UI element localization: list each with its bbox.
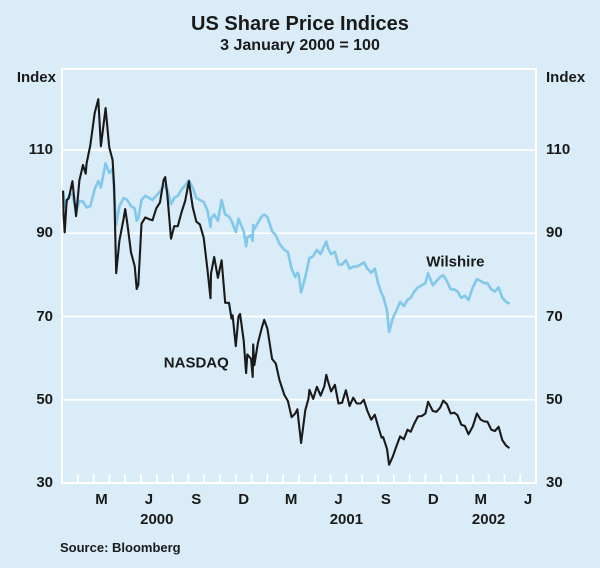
y-tick-left-110: 110 — [28, 141, 53, 158]
x-tick-year-2002: 2002 — [471, 511, 506, 528]
x-tick-month-1: J — [144, 491, 154, 508]
y-tick-right-110: 110 — [546, 141, 571, 158]
y-tick-left-90: 90 — [36, 224, 53, 242]
chart-subtitle: 3 January 2000 = 100 — [220, 37, 380, 54]
source-note: Source: Bloomberg — [60, 540, 181, 555]
wilshire-line — [61, 162, 511, 334]
x-tick-month-7: D — [427, 491, 439, 508]
plot-border — [61, 68, 537, 484]
y-tick-right-30: 30 — [546, 474, 563, 491]
x-tick-month-4: M — [284, 491, 298, 508]
x-tick-month-2: S — [191, 491, 202, 508]
series-label-wilshire: Wilshire — [426, 253, 485, 271]
series-label-nasdaq: NASDAQ — [163, 354, 229, 372]
x-tick-year-2000: 2000 — [140, 511, 174, 528]
y-axis-label-right: Index — [546, 69, 586, 86]
x-tick-year-2001: 2001 — [329, 511, 364, 528]
y-tick-left-70: 70 — [36, 307, 53, 325]
y-tick-left-50: 50 — [36, 390, 53, 408]
x-tick-month-6: S — [380, 491, 391, 508]
y-tick-right-70: 70 — [546, 307, 563, 325]
chart-title: US Share Price Indices — [191, 13, 409, 35]
x-tick-month-9: J — [523, 491, 533, 508]
x-tick-month-0: M — [95, 491, 108, 508]
x-tick-month-8: M — [474, 491, 487, 508]
x-tick-month-5: J — [334, 491, 343, 508]
y-tick-left-30: 30 — [36, 474, 53, 491]
nasdaq-line — [62, 98, 510, 466]
y-tick-right-50: 50 — [546, 390, 563, 408]
y-axis-label-left: Index — [16, 69, 56, 86]
x-tick-month-3: D — [238, 491, 250, 508]
y-tick-right-90: 90 — [546, 224, 563, 242]
